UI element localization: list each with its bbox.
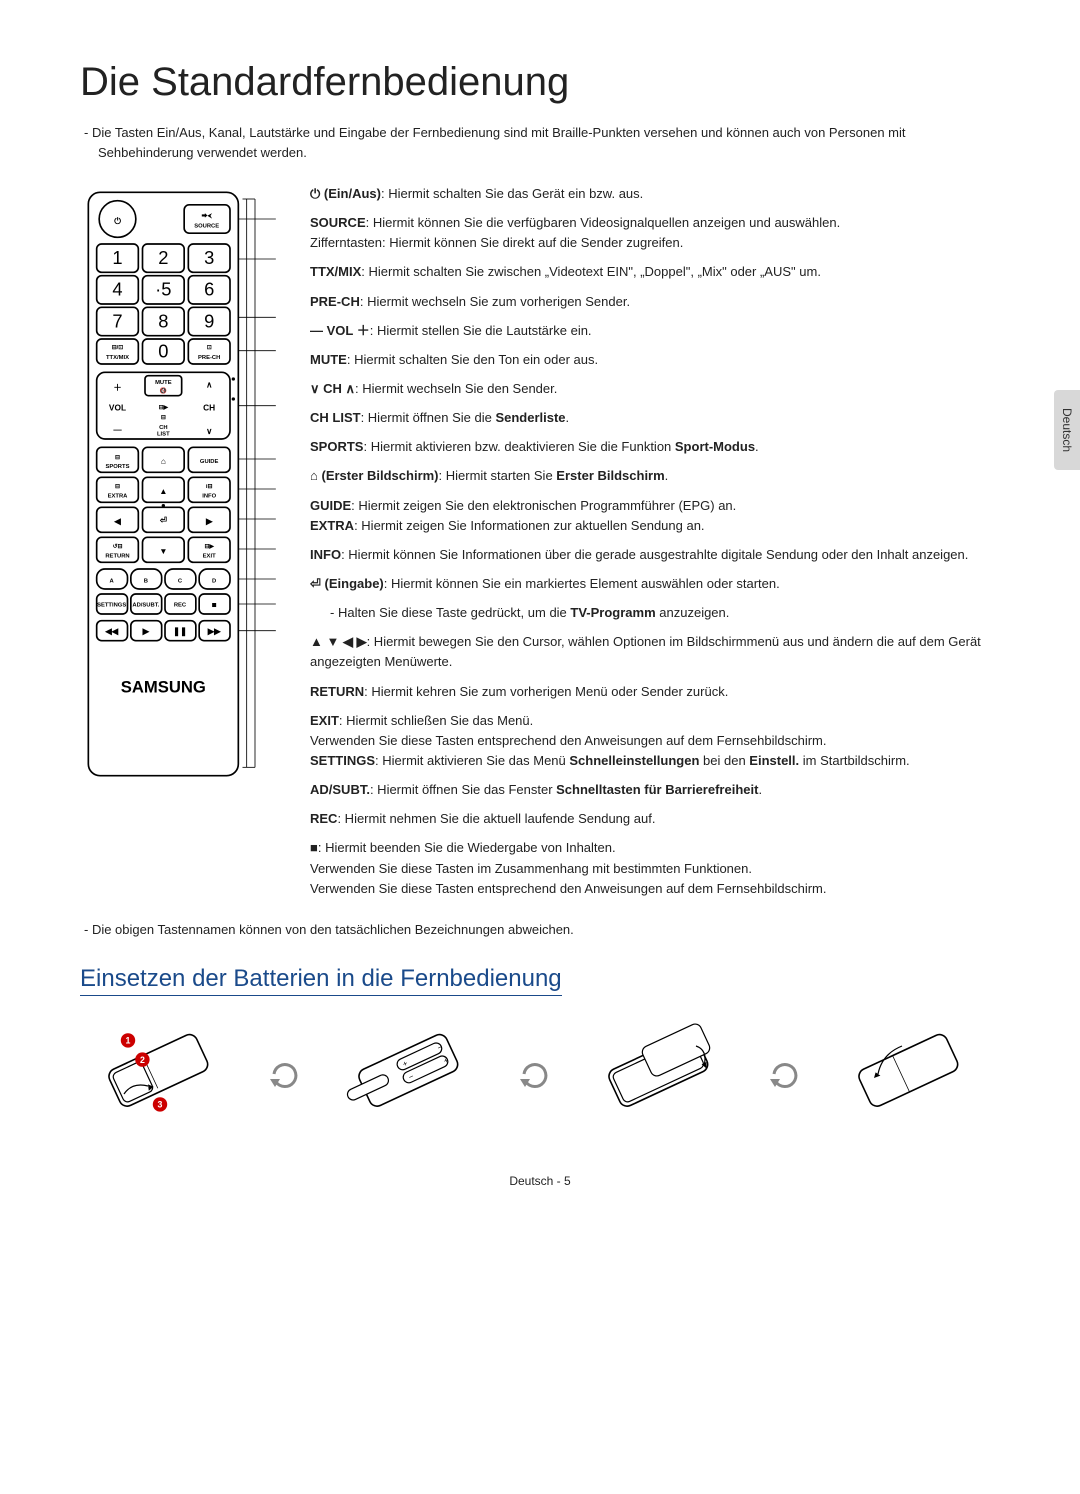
svg-text:SOURCE: SOURCE [194,223,219,229]
intro-paragraph: - Die Tasten Ein/Aus, Kanal, Lautstärke … [80,123,1000,162]
svg-text:2: 2 [140,1055,145,1065]
svg-text:D: D [212,578,216,584]
footnote: - Die obigen Tastennamen können von den … [80,922,1000,937]
svg-text:❚❚: ❚❚ [173,626,187,637]
svg-text:EXTRA: EXTRA [108,493,129,499]
svg-text:SPORTS: SPORTS [106,464,130,470]
svg-text:1: 1 [126,1035,131,1045]
svg-text:i⊟: i⊟ [206,484,213,490]
svg-text:⊟▶: ⊟▶ [204,543,214,550]
svg-text:9: 9 [204,310,214,331]
button-descriptions: ⏻ (Ein/Aus): Hiermit schalten Sie das Ge… [310,184,1000,908]
arrow-icon [520,1059,550,1089]
arrow-icon [770,1059,800,1089]
battery-diagram-row: 1 2 3 +− −+ [80,1014,1000,1134]
svg-text:VOL: VOL [109,403,126,413]
svg-text:6: 6 [204,279,214,300]
svg-text:—: — [113,424,122,434]
remote-diagram: ⏻ ⮕⮜ SOURCE 1 2 3 4 ·5 6 7 8 9 ⊟/⊡ TTX/MI… [80,184,280,908]
svg-text:↺⊟: ↺⊟ [113,543,123,550]
svg-text:PRE-CH: PRE-CH [198,355,220,361]
svg-text:3: 3 [158,1099,163,1109]
svg-text:∧: ∧ [206,379,212,389]
svg-text:▶▶: ▶▶ [207,626,221,636]
svg-text:⌂: ⌂ [161,456,166,466]
svg-text:REC: REC [174,602,187,608]
svg-text:■: ■ [212,599,217,609]
svg-text:SAMSUNG: SAMSUNG [121,677,206,696]
svg-text:▼: ▼ [159,546,167,556]
svg-text:INFO: INFO [202,493,216,499]
svg-text:⊡: ⊡ [207,345,212,351]
svg-text:GUIDE: GUIDE [200,459,219,465]
svg-text:RETURN: RETURN [105,553,129,559]
svg-text:·5: ·5 [155,279,171,300]
svg-text:▲: ▲ [159,486,167,496]
svg-text:◀◀: ◀◀ [104,626,118,636]
svg-text:AD/SUBT.: AD/SUBT. [132,602,159,608]
svg-text:EXIT: EXIT [203,553,216,559]
svg-text:🔇: 🔇 [160,386,167,394]
arrow-icon [270,1059,300,1089]
svg-text:0: 0 [158,340,168,361]
svg-text:SETTINGS: SETTINGS [97,602,126,608]
svg-text:◀: ◀ [113,516,121,526]
svg-text:CH: CH [203,403,215,413]
svg-text:MUTE: MUTE [155,380,172,386]
battery-heading: Einsetzen der Batterien in die Fernbedie… [80,965,562,996]
svg-text:TTX/MIX: TTX/MIX [106,355,129,361]
svg-text:⏎: ⏎ [159,515,167,525]
language-tab: Deutsch [1054,390,1080,470]
svg-text:⊟: ⊟ [115,455,120,461]
svg-text:3: 3 [204,247,214,268]
svg-text:B: B [144,578,148,584]
svg-text:＋: ＋ [113,383,121,393]
page-title: Die Standardfernbedienung [80,60,1000,105]
svg-text:LIST: LIST [157,432,170,438]
page-footer: Deutsch - 5 [80,1174,1000,1188]
svg-text:2: 2 [158,247,168,268]
svg-text:CH: CH [159,425,167,431]
svg-text:⮕⮜: ⮕⮜ [202,212,213,219]
svg-text:▶: ▶ [205,516,213,526]
svg-text:⏻: ⏻ [114,216,121,226]
svg-text:7: 7 [112,310,122,331]
svg-text:1: 1 [112,247,122,268]
svg-text:⊟/⊡: ⊟/⊡ [112,345,124,351]
svg-text:⊟: ⊟ [161,415,166,421]
svg-text:8: 8 [158,310,168,331]
svg-text:⊟▶: ⊟▶ [159,404,169,411]
svg-text:∨: ∨ [206,426,212,436]
svg-text:▶: ▶ [142,626,150,636]
svg-text:⊟: ⊟ [115,484,120,490]
svg-text:4: 4 [112,279,122,300]
